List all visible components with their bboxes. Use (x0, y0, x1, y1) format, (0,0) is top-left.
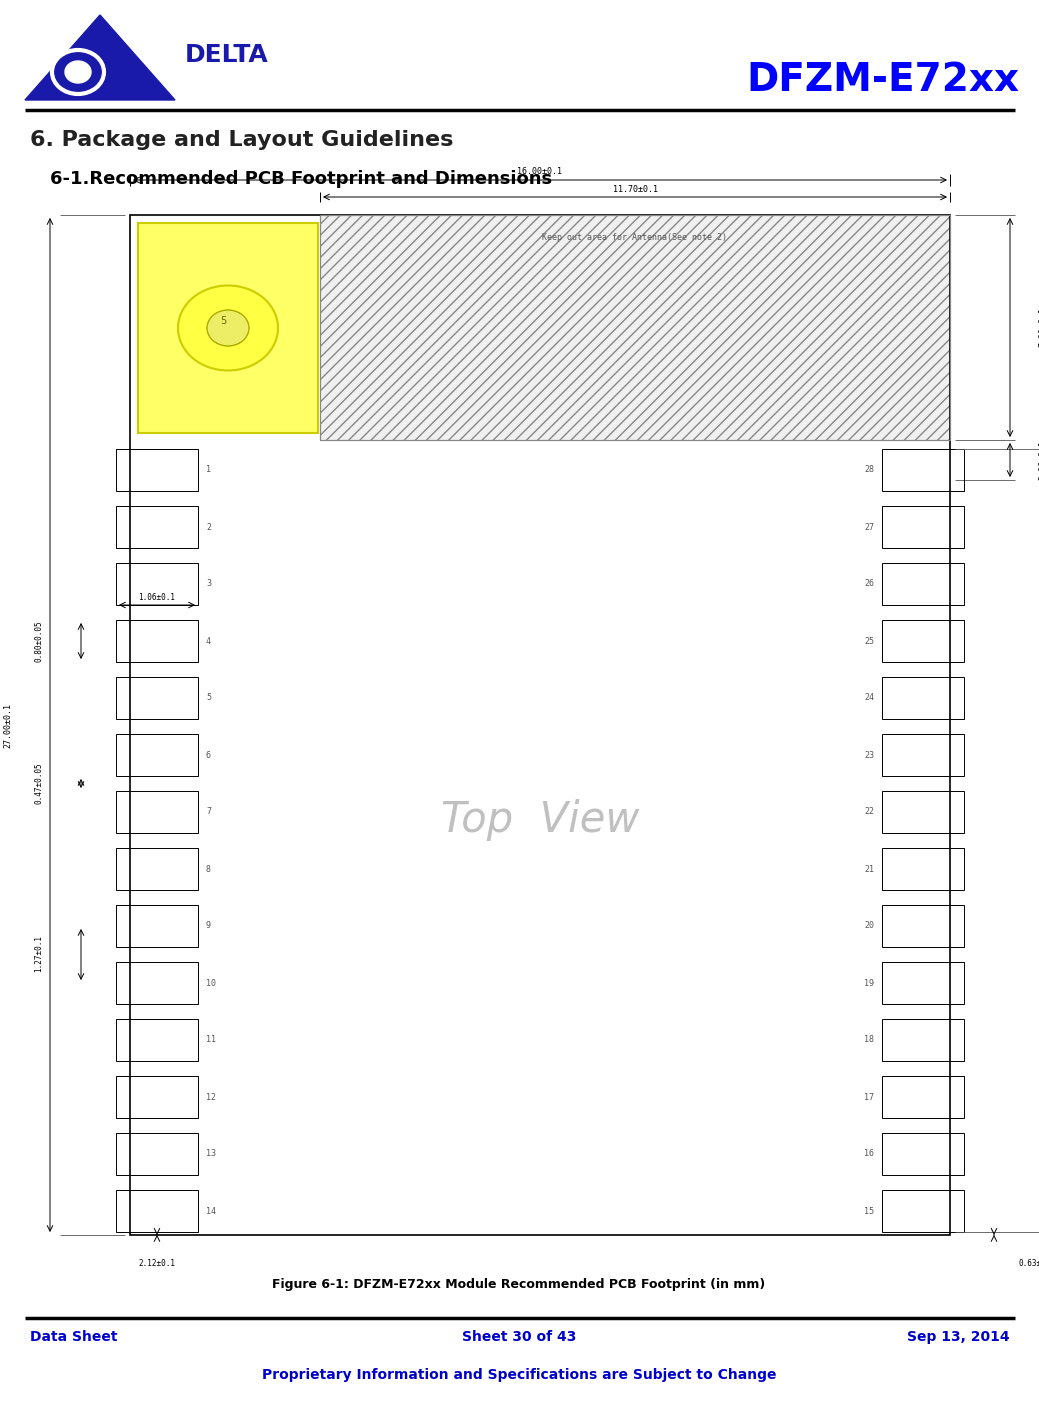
Bar (882, 1076, 964, 1119)
Text: 0.63±0.05: 0.63±0.05 (1018, 1259, 1039, 1267)
Ellipse shape (207, 310, 249, 346)
Bar (116, 848, 198, 891)
Text: 22: 22 (864, 807, 874, 817)
Text: 6. Package and Layout Guidelines: 6. Package and Layout Guidelines (30, 130, 453, 150)
Text: 20: 20 (864, 922, 874, 930)
Text: 27.00±0.1: 27.00±0.1 (3, 702, 12, 748)
Text: 18: 18 (864, 1035, 874, 1045)
Text: 26: 26 (864, 579, 874, 589)
Text: 23: 23 (864, 750, 874, 759)
Bar (882, 564, 964, 605)
Ellipse shape (65, 61, 91, 84)
Bar (320, 215, 950, 440)
Text: DFZM-E72xx: DFZM-E72xx (747, 61, 1020, 99)
Bar (882, 1189, 964, 1232)
Text: Proprietary Information and Specifications are Subject to Change: Proprietary Information and Specificatio… (262, 1368, 776, 1382)
Text: 1: 1 (206, 466, 211, 474)
Text: 7: 7 (206, 807, 211, 817)
Bar (882, 905, 964, 947)
Text: Top  View: Top View (441, 799, 639, 841)
Text: 12: 12 (206, 1093, 216, 1102)
Bar (116, 677, 198, 719)
Text: 14: 14 (206, 1206, 216, 1215)
Text: 0.47±0.05: 0.47±0.05 (34, 762, 44, 804)
Text: 1.27±0.1: 1.27±0.1 (34, 936, 44, 973)
Text: Sheet 30 of 43: Sheet 30 of 43 (461, 1330, 577, 1344)
Text: DELTA: DELTA (185, 42, 269, 67)
Text: 4: 4 (206, 637, 211, 646)
Text: Data Sheet: Data Sheet (30, 1330, 117, 1344)
Bar (116, 733, 198, 776)
Text: 19: 19 (864, 978, 874, 987)
Text: 0.80±0.05: 0.80±0.05 (34, 620, 44, 661)
Bar (116, 792, 198, 833)
Text: 1.06±0.1: 1.06±0.1 (138, 592, 176, 602)
Text: 3: 3 (206, 579, 211, 589)
Bar (320, 215, 950, 440)
Text: 6-1.Recommended PCB Footprint and Dimensions: 6-1.Recommended PCB Footprint and Dimens… (50, 170, 552, 188)
Text: 16: 16 (864, 1150, 874, 1158)
Text: Sep 13, 2014: Sep 13, 2014 (907, 1330, 1010, 1344)
Text: 6: 6 (206, 750, 211, 759)
Bar (116, 1189, 198, 1232)
Text: 2: 2 (206, 523, 211, 531)
Text: 16.00±0.1: 16.00±0.1 (517, 167, 562, 177)
Text: 28: 28 (864, 466, 874, 474)
Bar (116, 1020, 198, 1061)
Bar (116, 564, 198, 605)
Bar (882, 620, 964, 663)
Ellipse shape (178, 286, 278, 371)
Bar (882, 733, 964, 776)
Text: 17: 17 (864, 1093, 874, 1102)
Text: 10: 10 (206, 978, 216, 987)
Bar (882, 1133, 964, 1175)
Ellipse shape (52, 50, 104, 93)
Bar (882, 792, 964, 833)
Bar (116, 1133, 198, 1175)
Text: 24: 24 (864, 694, 874, 702)
Text: 13: 13 (206, 1150, 216, 1158)
Text: 25: 25 (864, 637, 874, 646)
Bar (116, 506, 198, 548)
Bar (882, 677, 964, 719)
Text: 11.70±0.1: 11.70±0.1 (613, 184, 658, 194)
Bar (882, 961, 964, 1004)
Bar (116, 1076, 198, 1119)
Bar (882, 506, 964, 548)
Text: 8: 8 (206, 865, 211, 874)
Text: 2.12±0.1: 2.12±0.1 (138, 1259, 176, 1267)
Bar (116, 961, 198, 1004)
Polygon shape (25, 16, 175, 101)
Bar (882, 449, 964, 491)
Text: Keep out area for Antenna(See note 2): Keep out area for Antenna(See note 2) (542, 234, 727, 242)
Bar (138, 222, 318, 433)
Text: 21: 21 (864, 865, 874, 874)
Text: 5: 5 (206, 694, 211, 702)
Bar (130, 215, 950, 1235)
Bar (882, 848, 964, 891)
Text: 5: 5 (220, 316, 227, 326)
Text: 9: 9 (206, 922, 211, 930)
Bar (882, 1020, 964, 1061)
Text: 11: 11 (206, 1035, 216, 1045)
Text: Figure 6-1: DFZM-E72xx Module Recommended PCB Footprint (in mm): Figure 6-1: DFZM-E72xx Module Recommende… (272, 1279, 766, 1291)
Bar (116, 620, 198, 663)
Bar (116, 449, 198, 491)
Bar (116, 905, 198, 947)
Text: 15: 15 (864, 1206, 874, 1215)
Text: 27: 27 (864, 523, 874, 531)
